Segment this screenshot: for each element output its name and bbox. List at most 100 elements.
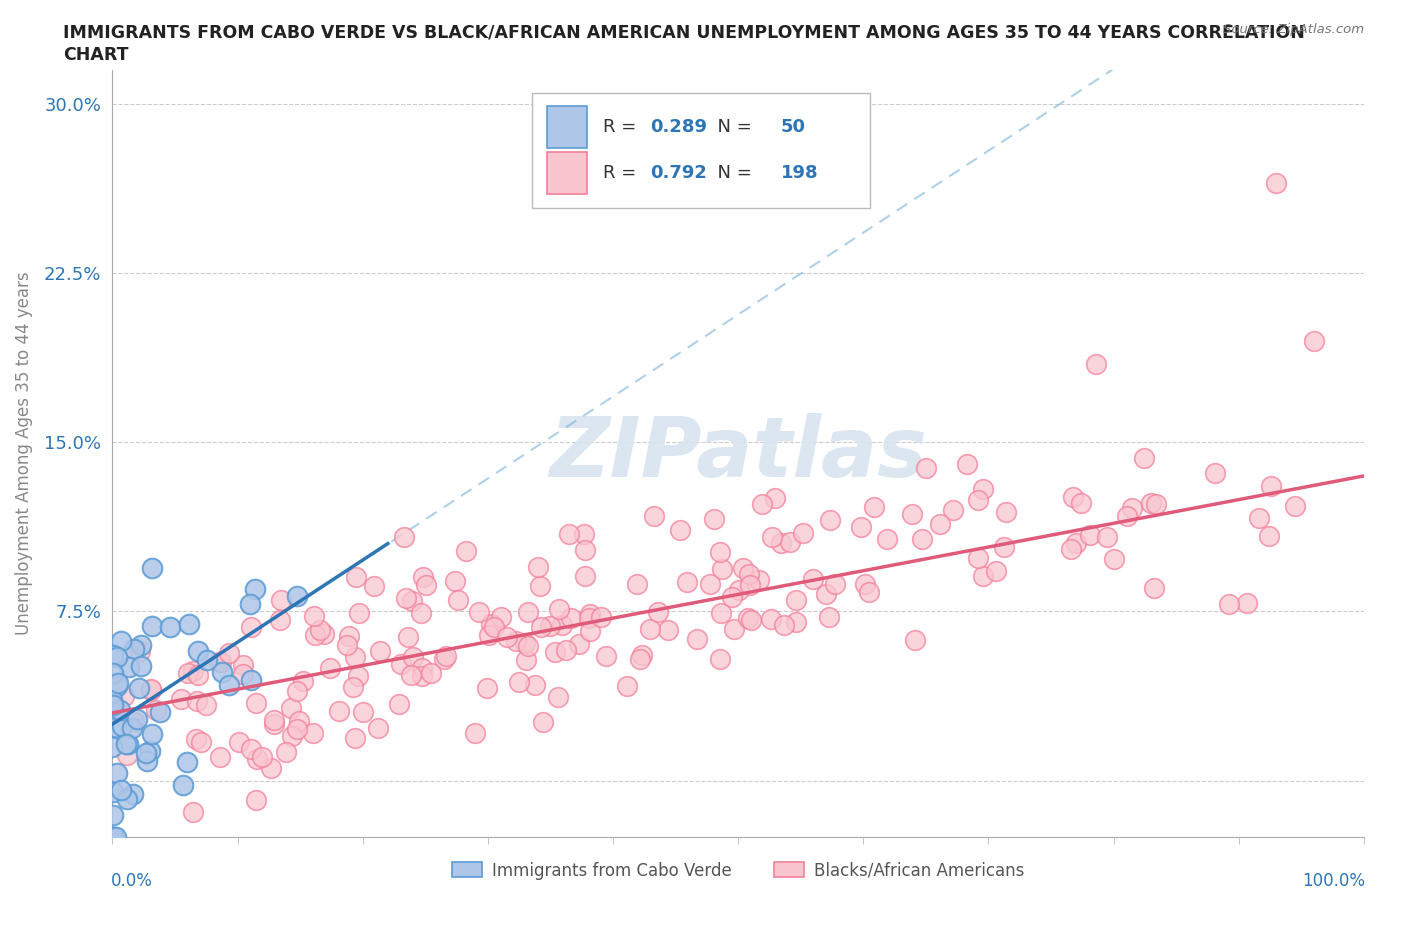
Text: Source: ZipAtlas.com: Source: ZipAtlas.com [1223, 23, 1364, 36]
Point [347, 669, 370, 684]
Point [1260, 479, 1282, 494]
Point [195, 698, 218, 713]
Point [363, 578, 385, 593]
Point [446, 592, 468, 607]
Point [110, 634, 132, 649]
Point [699, 576, 721, 591]
Point [993, 539, 1015, 554]
Point [240, 742, 263, 757]
Point [181, 804, 204, 819]
Point [139, 683, 162, 698]
Point [195, 652, 218, 667]
Point [302, 608, 325, 623]
Text: 100.0%: 100.0% [1302, 871, 1365, 889]
Point [529, 579, 551, 594]
Point [112, 688, 135, 703]
Point [1204, 465, 1226, 480]
Point [444, 573, 467, 588]
Point [1142, 581, 1164, 596]
Point [538, 618, 561, 633]
Point [352, 705, 374, 720]
Point [761, 529, 783, 544]
Point [686, 631, 709, 646]
Point [105, 765, 128, 780]
Point [1236, 596, 1258, 611]
Point [186, 693, 208, 708]
Point [107, 675, 129, 690]
Point [110, 783, 132, 798]
Point [149, 704, 172, 719]
Point [101, 830, 124, 844]
Point [121, 720, 143, 735]
Point [505, 633, 527, 648]
Point [551, 618, 574, 632]
Text: CHART: CHART [63, 46, 129, 63]
Point [770, 536, 793, 551]
Point [803, 572, 825, 587]
Point [343, 730, 366, 745]
Point [124, 714, 146, 729]
Point [304, 627, 326, 642]
Point [336, 637, 359, 652]
Point [260, 761, 283, 776]
Point [972, 482, 994, 497]
Point [125, 711, 148, 726]
Point [118, 659, 141, 674]
Point [668, 522, 690, 537]
Point [344, 649, 367, 664]
Point [516, 638, 538, 653]
Point [589, 609, 612, 624]
Point [101, 698, 124, 712]
Point [181, 664, 204, 679]
Point [710, 606, 733, 621]
Point [108, 702, 131, 717]
Point [1060, 542, 1083, 557]
Point [966, 551, 988, 565]
Point [141, 682, 163, 697]
Point [328, 704, 350, 719]
Point [411, 605, 433, 620]
Point [616, 679, 638, 694]
Point [101, 648, 124, 663]
Point [853, 577, 876, 591]
Point [579, 606, 602, 621]
Text: 0.0%: 0.0% [111, 871, 153, 889]
Point [411, 669, 433, 684]
Point [818, 609, 841, 624]
Point [1070, 496, 1092, 511]
Point [467, 604, 489, 619]
Text: 0.792: 0.792 [651, 165, 707, 182]
Point [578, 610, 600, 625]
Point [250, 750, 273, 764]
Point [626, 577, 648, 591]
Point [779, 535, 801, 550]
Text: R =: R = [603, 118, 643, 137]
Point [179, 617, 201, 631]
Point [135, 753, 157, 768]
Point [1247, 511, 1270, 525]
Point [818, 512, 841, 527]
Point [942, 502, 965, 517]
Point [568, 637, 591, 652]
Point [475, 681, 498, 696]
Point [1062, 490, 1084, 505]
Point [129, 658, 152, 673]
Point [309, 623, 332, 638]
Point [337, 629, 360, 644]
Point [367, 721, 389, 736]
Text: 0.289: 0.289 [651, 118, 707, 137]
Point [523, 678, 546, 693]
Point [104, 830, 127, 844]
Point [910, 531, 932, 546]
Point [245, 696, 267, 711]
Point [574, 568, 596, 583]
Point [1115, 509, 1137, 524]
Point [395, 591, 418, 605]
Point [344, 569, 367, 584]
Text: ZIPatlas: ZIPatlas [550, 413, 927, 494]
Point [489, 610, 512, 625]
Point [105, 678, 128, 693]
Point [1265, 175, 1288, 190]
Point [544, 644, 567, 659]
Point [263, 716, 285, 731]
